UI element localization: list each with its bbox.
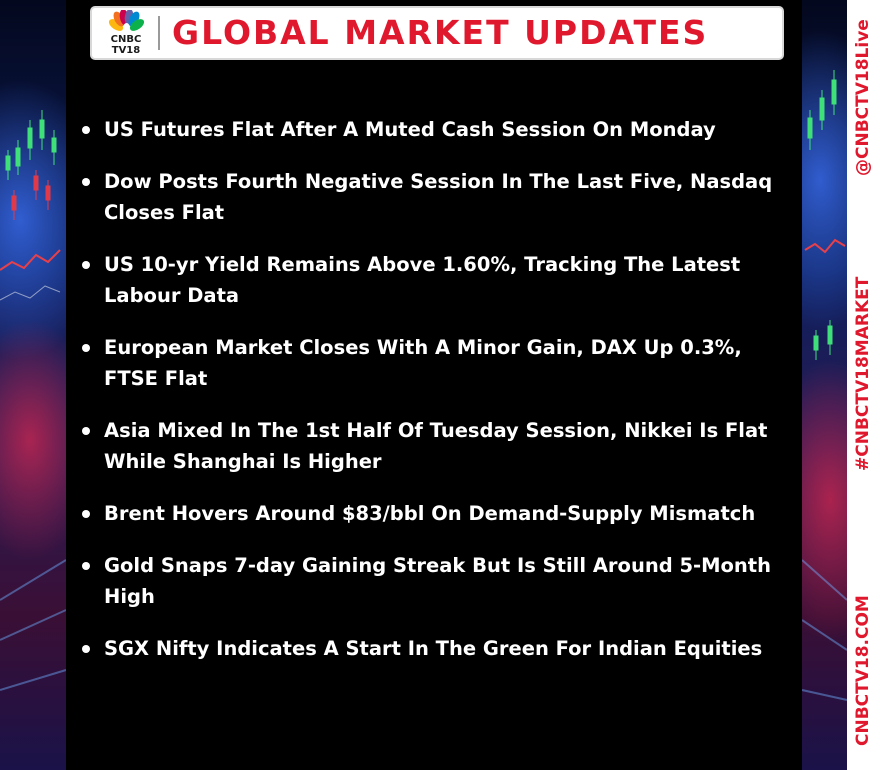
- list-item-text: Brent Hovers Around $83/bbl On Demand-Su…: [104, 502, 756, 525]
- bullet-list: US Futures Flat After A Muted Cash Sessi…: [80, 114, 786, 685]
- list-item-text: Asia Mixed In The 1st Half Of Tuesday Se…: [104, 419, 768, 473]
- bullet-icon: [82, 261, 90, 269]
- hashtag: #CNBCTV18MARKET: [853, 276, 873, 472]
- bullet-icon: [82, 344, 90, 352]
- list-item: Dow Posts Fourth Negative Session In The…: [80, 166, 786, 228]
- website-url: CNBCTV18.COM: [853, 595, 873, 747]
- list-item-text: SGX Nifty Indicates A Start In The Green…: [104, 637, 763, 660]
- list-item: Gold Snaps 7-day Gaining Streak But Is S…: [80, 550, 786, 612]
- content-panel: [66, 0, 802, 770]
- bullet-icon: [82, 427, 90, 435]
- list-item: US 10-yr Yield Remains Above 1.60%, Trac…: [80, 249, 786, 311]
- header-divider: [158, 16, 160, 50]
- logo-line2: TV18: [112, 45, 141, 56]
- list-item: US Futures Flat After A Muted Cash Sessi…: [80, 114, 786, 145]
- cnbc-tv18-logo-icon: CNBC TV18: [108, 10, 145, 56]
- bullet-icon: [82, 562, 90, 570]
- bullet-icon: [82, 510, 90, 518]
- list-item: Asia Mixed In The 1st Half Of Tuesday Se…: [80, 415, 786, 477]
- list-item-text: Gold Snaps 7-day Gaining Streak But Is S…: [104, 554, 771, 608]
- header-bar: CNBC TV18 GLOBAL MARKET UPDATES: [92, 8, 782, 58]
- logo-line1: CNBC: [111, 34, 142, 45]
- list-item-text: US Futures Flat After A Muted Cash Sessi…: [104, 118, 716, 141]
- bullet-icon: [82, 178, 90, 186]
- list-item-text: Dow Posts Fourth Negative Session In The…: [104, 170, 773, 224]
- list-item: Brent Hovers Around $83/bbl On Demand-Su…: [80, 498, 786, 529]
- list-item-text: European Market Closes With A Minor Gain…: [104, 336, 742, 390]
- list-item: SGX Nifty Indicates A Start In The Green…: [80, 633, 786, 664]
- bullet-icon: [82, 645, 90, 653]
- side-strip: @CNBCTV18Live #CNBCTV18MARKET CNBCTV18.C…: [847, 0, 880, 770]
- bullet-icon: [82, 126, 90, 134]
- list-item: European Market Closes With A Minor Gain…: [80, 332, 786, 394]
- list-item-text: US 10-yr Yield Remains Above 1.60%, Trac…: [104, 253, 741, 307]
- twitter-handle: @CNBCTV18Live: [853, 19, 873, 177]
- page-title: GLOBAL MARKET UPDATES: [172, 13, 709, 52]
